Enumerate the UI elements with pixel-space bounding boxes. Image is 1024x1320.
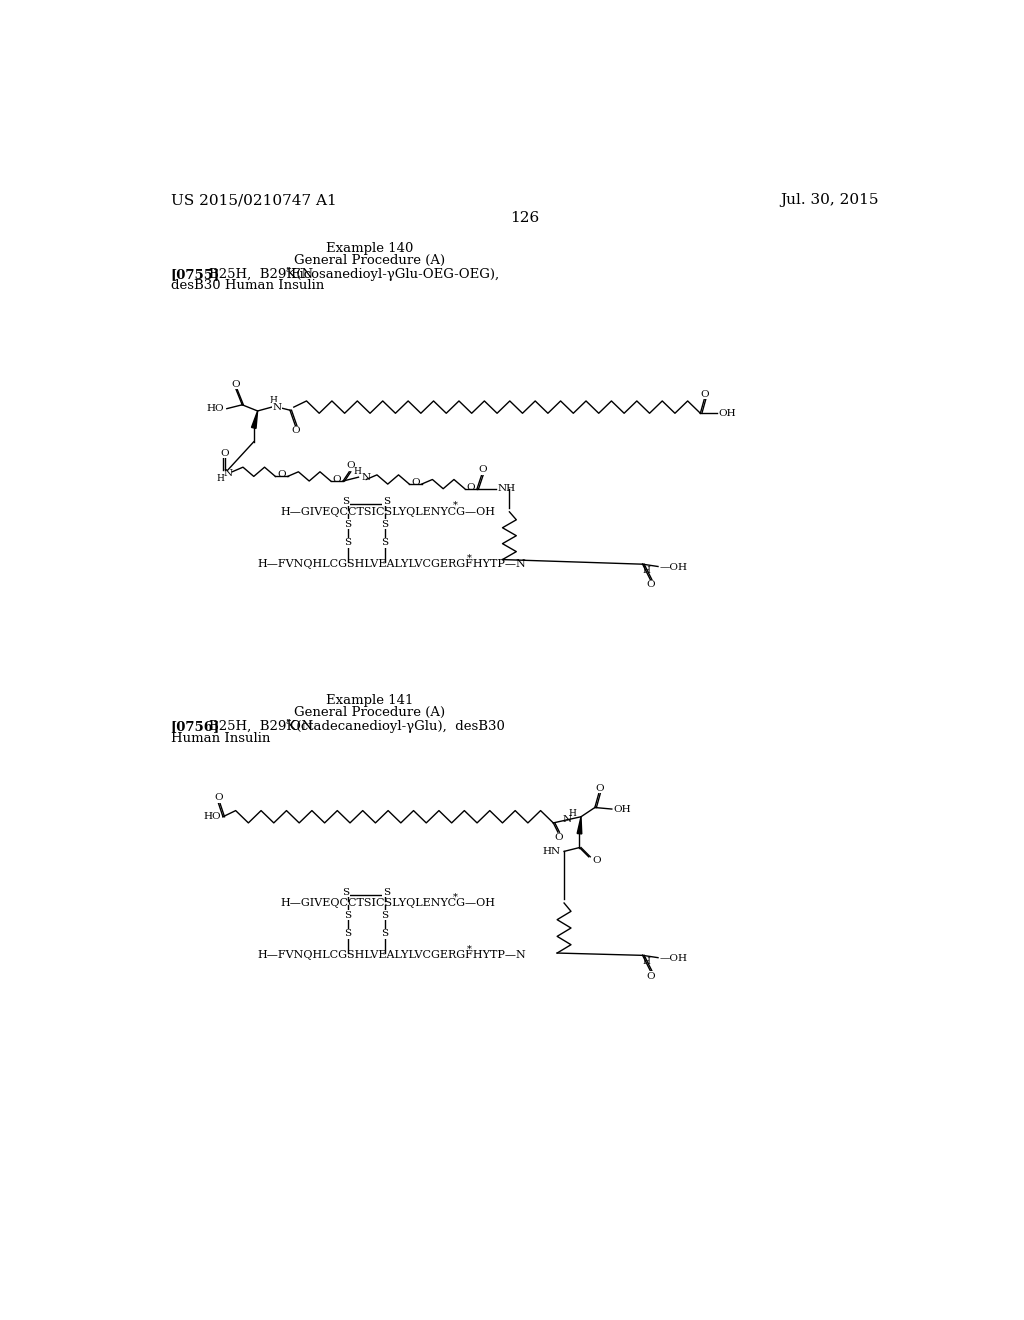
Text: Example 141: Example 141 [326, 693, 413, 706]
Text: —OH: —OH [659, 954, 687, 962]
Text: Human Insulin: Human Insulin [171, 733, 270, 744]
Text: N: N [562, 816, 571, 824]
Text: S: S [344, 520, 351, 528]
Text: O: O [554, 833, 563, 842]
Text: O: O [231, 380, 241, 388]
Text: S: S [381, 539, 388, 546]
Text: Octadecanedioyl-γGlu),  desB30: Octadecanedioyl-γGlu), desB30 [290, 719, 505, 733]
Text: *: * [467, 553, 472, 562]
Text: N: N [361, 474, 371, 482]
Text: H: H [642, 566, 650, 574]
Text: O: O [592, 857, 601, 865]
Text: H: H [568, 809, 577, 818]
Text: [0756]: [0756] [171, 719, 220, 733]
Text: [0755]: [0755] [171, 268, 220, 281]
Text: S: S [381, 911, 388, 920]
Text: O: O [215, 793, 223, 803]
Text: H—GIVEQCCTSICSLYQLENYCG—OH: H—GIVEQCCTSICSLYQLENYCG—OH [281, 898, 496, 908]
Text: OH: OH [719, 409, 736, 417]
Text: O: O [595, 784, 604, 793]
Text: NH: NH [497, 484, 515, 494]
Text: S: S [344, 911, 351, 920]
Text: S: S [344, 929, 351, 939]
Text: H—GIVEQCCTSICSLYQLENYCG—OH: H—GIVEQCCTSICSLYQLENYCG—OH [281, 507, 496, 517]
Text: O: O [278, 470, 286, 479]
Text: S: S [343, 496, 350, 506]
Text: O: O [220, 449, 228, 458]
Text: H—FVNQHLCGSHLVEALYLVCGERGFHYTP—N: H—FVNQHLCGSHLVEALYLVCGERGFHYTP—N [258, 560, 526, 569]
Text: S: S [381, 929, 388, 939]
Text: B25H,  B29K(N: B25H, B29K(N [209, 719, 313, 733]
Text: O: O [412, 478, 420, 487]
Text: S: S [343, 888, 350, 896]
Text: Jul. 30, 2015: Jul. 30, 2015 [780, 193, 879, 207]
Polygon shape [252, 411, 258, 429]
Text: S: S [383, 888, 390, 896]
Text: *: * [453, 892, 458, 902]
Text: ε: ε [286, 265, 290, 275]
Text: S: S [381, 520, 388, 528]
Text: ε: ε [286, 717, 290, 726]
Polygon shape [578, 817, 582, 834]
Text: General Procedure (A): General Procedure (A) [294, 706, 444, 719]
Text: N: N [272, 403, 282, 412]
Text: O: O [333, 475, 341, 484]
Text: HO: HO [204, 812, 221, 821]
Text: O: O [700, 389, 710, 399]
Text: 126: 126 [510, 211, 540, 224]
Text: N: N [223, 469, 232, 478]
Text: —OH: —OH [659, 562, 687, 572]
Text: B25H,  B29K(N: B25H, B29K(N [209, 268, 313, 281]
Text: US 2015/0210747 A1: US 2015/0210747 A1 [171, 193, 336, 207]
Text: desB30 Human Insulin: desB30 Human Insulin [171, 280, 324, 292]
Text: OH: OH [613, 805, 631, 813]
Text: *: * [467, 945, 472, 953]
Text: H: H [642, 957, 650, 966]
Text: H: H [269, 396, 276, 405]
Text: O: O [467, 483, 475, 491]
Text: H—FVNQHLCGSHLVEALYLVCGERGFHYTP—N: H—FVNQHLCGSHLVEALYLVCGERGFHYTP—N [258, 950, 526, 961]
Text: HN: HN [542, 847, 560, 855]
Text: H: H [217, 474, 224, 483]
Text: O: O [292, 426, 300, 436]
Text: O: O [478, 465, 486, 474]
Text: HO: HO [207, 404, 224, 413]
Text: *: * [453, 502, 458, 510]
Text: H: H [353, 466, 360, 475]
Text: O: O [647, 581, 655, 590]
Text: Example 140: Example 140 [326, 242, 413, 255]
Text: O: O [346, 461, 355, 470]
Text: Eicosanedioyl-γGlu-OEG-OEG),: Eicosanedioyl-γGlu-OEG-OEG), [290, 268, 499, 281]
Text: S: S [383, 496, 390, 506]
Text: S: S [344, 539, 351, 546]
Text: General Procedure (A): General Procedure (A) [294, 253, 444, 267]
Text: O: O [647, 972, 655, 981]
